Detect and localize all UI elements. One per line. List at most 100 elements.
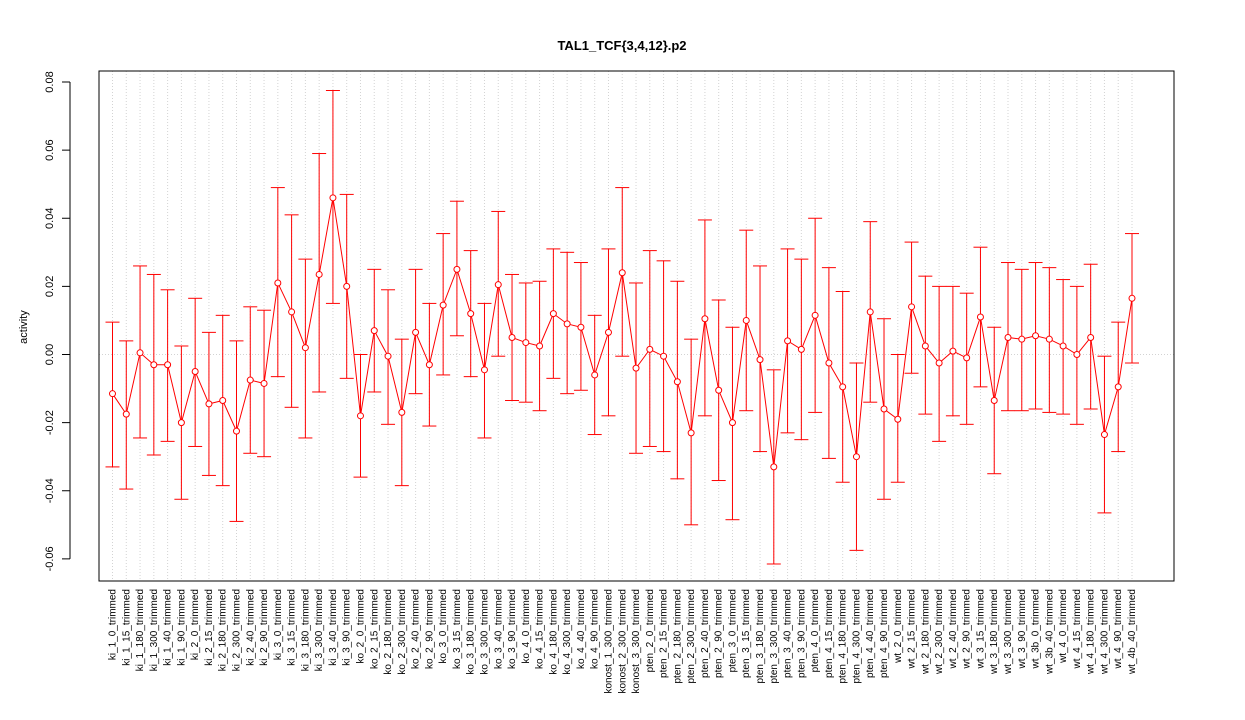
data-point [247, 377, 253, 383]
y-tick-label: -0.04 [44, 478, 56, 503]
x-tick-label: wt_2_15_trimmed [907, 589, 918, 669]
data-point [592, 372, 598, 378]
data-point [165, 362, 171, 368]
data-point [371, 328, 377, 334]
x-tick-label: wt_4_300_trimmed [1099, 589, 1110, 675]
data-point [289, 309, 295, 315]
data-point [509, 334, 515, 340]
data-point [357, 413, 363, 419]
x-tick-label: ki_1_300_trimmed [149, 589, 160, 671]
x-tick-label: wt_4_90_trimmed [1113, 589, 1124, 669]
x-tick-label: pten_3_300_trimmed [769, 589, 780, 684]
x-tick-label: pten_2_90_trimmed [714, 589, 725, 678]
data-point [798, 346, 804, 352]
data-point [729, 420, 735, 426]
x-tick-label: ko_3_90_trimmed [507, 589, 518, 669]
data-point [633, 365, 639, 371]
data-point [192, 369, 198, 375]
data-point [1033, 333, 1039, 339]
y-tick-label: -0.06 [44, 546, 56, 571]
data-point [1019, 336, 1025, 342]
x-tick-label: ki_2_180_trimmed [218, 589, 229, 671]
x-tick-label: wt_4_180_trimmed [1086, 589, 1097, 675]
x-tick-label: ki_2_90_trimmed [259, 589, 270, 666]
data-point [661, 353, 667, 359]
x-tick-label: pten_2_0_trimmed [645, 589, 656, 672]
x-tick-label: ko_2_180_trimmed [383, 589, 394, 675]
x-tick-label: ki_2_300_trimmed [231, 589, 242, 671]
data-point [991, 397, 997, 403]
y-tick-label: 0.06 [44, 139, 56, 160]
x-tick-label: ko_3_180_trimmed [466, 589, 477, 675]
data-point [537, 343, 543, 349]
data-point [261, 380, 267, 386]
x-tick-label: pten_3_180_trimmed [755, 589, 766, 684]
data-point [385, 353, 391, 359]
data-point [688, 430, 694, 436]
data-point [1115, 384, 1121, 390]
data-point [426, 362, 432, 368]
data-point [123, 411, 129, 417]
x-tick-label: pten_2_40_trimmed [700, 589, 711, 678]
x-tick-label: ki_3_0_trimmed [273, 589, 284, 660]
x-tick-label: pten_3_0_trimmed [727, 589, 738, 672]
x-tick-label: wt_2_40_trimmed [948, 589, 959, 669]
x-tick-label: wt_2_90_trimmed [962, 589, 973, 669]
data-point [275, 280, 281, 286]
data-point [895, 416, 901, 422]
y-tick-label: 0.08 [44, 71, 56, 92]
data-point [605, 329, 611, 335]
x-tick-label: ki_2_15_trimmed [204, 589, 215, 666]
data-point [909, 304, 915, 310]
y-tick-label: 0.00 [44, 344, 56, 365]
data-point [743, 317, 749, 323]
data-point [977, 314, 983, 320]
x-tick-label: pten_2_180_trimmed [672, 589, 683, 684]
data-point [137, 350, 143, 356]
data-point [1046, 336, 1052, 342]
x-tick-label: wt_3_90_trimmed [1017, 589, 1028, 669]
data-point [950, 348, 956, 354]
x-tick-label: wt_4_15_trimmed [1072, 589, 1083, 669]
x-tick-label: wt_3b_0_trimmed [1031, 589, 1042, 669]
y-axis-label: activity [18, 310, 30, 344]
y-tick-label: 0.02 [44, 276, 56, 297]
x-tick-label: wt_2_300_trimmed [934, 589, 945, 675]
x-tick-label: ko_4_90_trimmed [590, 589, 601, 669]
chart-title: TAL1_TCF{3,4,12}.p2 [557, 38, 686, 53]
x-tick-label: konost_3_300_trimmed [631, 589, 642, 694]
data-point [812, 312, 818, 318]
data-point [674, 379, 680, 385]
y-tick-label: 0.04 [44, 208, 56, 229]
x-tick-label: pten_2_15_trimmed [659, 589, 670, 678]
data-point [399, 409, 405, 415]
x-tick-label: ko_2_15_trimmed [369, 589, 380, 669]
data-point [178, 420, 184, 426]
data-point [344, 283, 350, 289]
x-tick-label: pten_3_90_trimmed [796, 589, 807, 678]
data-point [468, 311, 474, 317]
data-point [716, 387, 722, 393]
data-point [771, 464, 777, 470]
data-point [578, 324, 584, 330]
x-tick-label: ko_3_15_trimmed [452, 589, 463, 669]
x-tick-label: wt_3_300_trimmed [1003, 589, 1014, 675]
x-tick-label: ko_2_0_trimmed [355, 589, 366, 663]
data-point [151, 362, 157, 368]
x-tick-label: pten_4_180_trimmed [838, 589, 849, 684]
data-point [702, 316, 708, 322]
data-point [206, 401, 212, 407]
x-tick-label: ko_4_0_trimmed [521, 589, 532, 663]
data-point [881, 406, 887, 412]
x-tick-label: ko_4_15_trimmed [535, 589, 546, 669]
data-point [440, 302, 446, 308]
x-tick-label: wt_2_0_trimmed [893, 589, 904, 664]
x-tick-label: ko_2_90_trimmed [424, 589, 435, 669]
x-tick-label: wt_2_180_trimmed [920, 589, 931, 675]
data-point [302, 345, 308, 351]
x-tick-label: ko_3_40_trimmed [493, 589, 504, 669]
y-axis: -0.06 -0.04 -0.02 0.00 0.02 0.04 0.06 0.08 [44, 71, 70, 571]
x-tick-label: konost_1_300_trimmed [603, 589, 614, 694]
data-point [619, 270, 625, 276]
data-point [1005, 334, 1011, 340]
